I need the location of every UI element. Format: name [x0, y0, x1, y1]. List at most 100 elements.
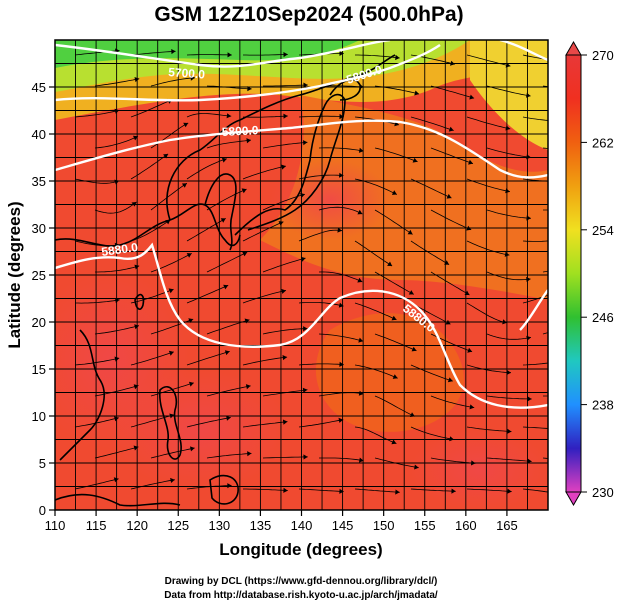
streamline-arrowhead — [526, 276, 531, 282]
y-axis: 0 5 10 15 20 25 30 35 40 45 — [32, 80, 55, 518]
streamline — [75, 299, 120, 304]
streamline-arrowhead — [409, 412, 415, 417]
temperature-patch-orange — [315, 313, 464, 432]
streamline-arrowhead — [245, 384, 251, 390]
streamline — [522, 362, 548, 366]
streamline-arrowhead — [469, 404, 475, 410]
contour-5880-east — [519, 289, 548, 331]
colorbar-tick-label: 254 — [592, 223, 614, 238]
x-tick-label: 115 — [86, 518, 107, 533]
streamline — [186, 113, 232, 118]
contour-5800-ne — [499, 40, 548, 62]
height-contours — [55, 40, 548, 409]
streamline-arrowhead — [391, 439, 397, 445]
streamline-arrowhead — [300, 256, 306, 262]
streamline-arrowhead — [115, 297, 120, 303]
streamline — [319, 457, 364, 462]
streamline — [354, 426, 397, 444]
streamline — [466, 178, 510, 193]
coastlines — [55, 54, 396, 507]
streamline — [430, 395, 475, 408]
y-axis-title: Latitude (degrees) — [5, 201, 24, 348]
streamline-arrowhead — [467, 347, 473, 353]
streamline — [186, 351, 230, 366]
colorbar-bottom-arrow — [565, 491, 582, 507]
streamline-arrowhead — [339, 488, 344, 494]
y-tick-label: 5 — [39, 456, 46, 471]
streamline — [410, 178, 452, 199]
streamline — [130, 153, 169, 180]
streamline — [94, 446, 139, 459]
streamline-arrowhead — [168, 288, 174, 294]
streamline-arrowhead — [283, 113, 288, 119]
streamline — [74, 178, 120, 184]
streamline — [130, 479, 175, 490]
streamline — [130, 414, 175, 428]
streamline — [430, 271, 470, 296]
streamline-arrowhead — [246, 138, 251, 144]
x-tick-label: 130 — [208, 518, 230, 533]
japan-hokkaido — [329, 79, 361, 101]
y-tick-label: 10 — [32, 409, 46, 424]
philippines — [159, 386, 182, 460]
streamline-arrowhead — [502, 319, 507, 325]
streamline — [374, 85, 420, 95]
streamline-arrowhead — [505, 62, 511, 68]
streamline-arrowhead — [446, 193, 452, 199]
streamline — [354, 178, 398, 195]
streamline — [486, 395, 532, 400]
streamline — [374, 395, 415, 417]
streamline-arrowhead — [583, 394, 587, 399]
streamline — [466, 54, 511, 67]
streamline-arrowhead — [357, 209, 363, 215]
streamline-arrowhead — [583, 86, 587, 91]
contour-5800-east — [55, 119, 548, 179]
streamline-arrowhead — [583, 206, 587, 211]
streamline — [206, 188, 247, 211]
colorbar-tick-label: 270 — [592, 48, 614, 63]
streamline-arrowhead — [408, 290, 414, 295]
indochina-coast — [59, 329, 105, 461]
streamline-arrowhead — [451, 488, 456, 494]
streamline-arrowhead — [561, 289, 566, 294]
streamline-arrowhead — [171, 49, 176, 55]
streamline — [318, 333, 364, 342]
streamline-arrowhead — [527, 458, 532, 464]
streamline-arrowhead — [186, 253, 192, 258]
streamline-arrowhead — [358, 337, 364, 343]
korea-peninsula — [204, 173, 237, 251]
streamline-arrowhead — [281, 288, 286, 294]
streamline-arrowhead — [337, 227, 342, 233]
streamline — [186, 284, 229, 304]
streamline — [94, 201, 137, 214]
streamline-arrowhead — [407, 229, 413, 235]
streamline — [206, 139, 252, 149]
footer-credit-data: Data from http://database.rish.kyoto-u.a… — [164, 590, 438, 601]
streamline-arrowhead — [445, 319, 451, 325]
borneo-coast — [55, 493, 181, 507]
streamline-arrowhead — [247, 86, 252, 92]
grid — [55, 40, 548, 510]
streamline — [466, 488, 512, 492]
streamline — [262, 328, 308, 335]
streamline — [150, 318, 194, 335]
streamline-arrowhead — [278, 221, 284, 226]
y-tick-label: 0 — [39, 503, 46, 518]
streamline — [410, 488, 456, 492]
streamline — [242, 221, 284, 242]
streamline — [318, 271, 363, 283]
streamline-arrowhead — [526, 215, 531, 221]
contour-5880 — [55, 242, 548, 409]
streamline — [150, 182, 188, 211]
streamline-arrowhead — [526, 92, 531, 98]
streamline — [298, 419, 344, 428]
streamline-arrowhead — [507, 428, 512, 434]
x-tick-label: 110 — [45, 518, 66, 533]
streamline-arrowhead — [227, 483, 232, 489]
footer-credit-drawing: Drawing by DCL (https://www.gfd-dennou.o… — [165, 576, 438, 587]
streamline-arrowhead — [466, 225, 472, 231]
contour-label: 5700.0 — [168, 65, 206, 82]
contour-5700 — [55, 40, 391, 68]
contour-label: 5880.0 — [100, 240, 139, 259]
streamline-arrowhead — [282, 419, 288, 425]
